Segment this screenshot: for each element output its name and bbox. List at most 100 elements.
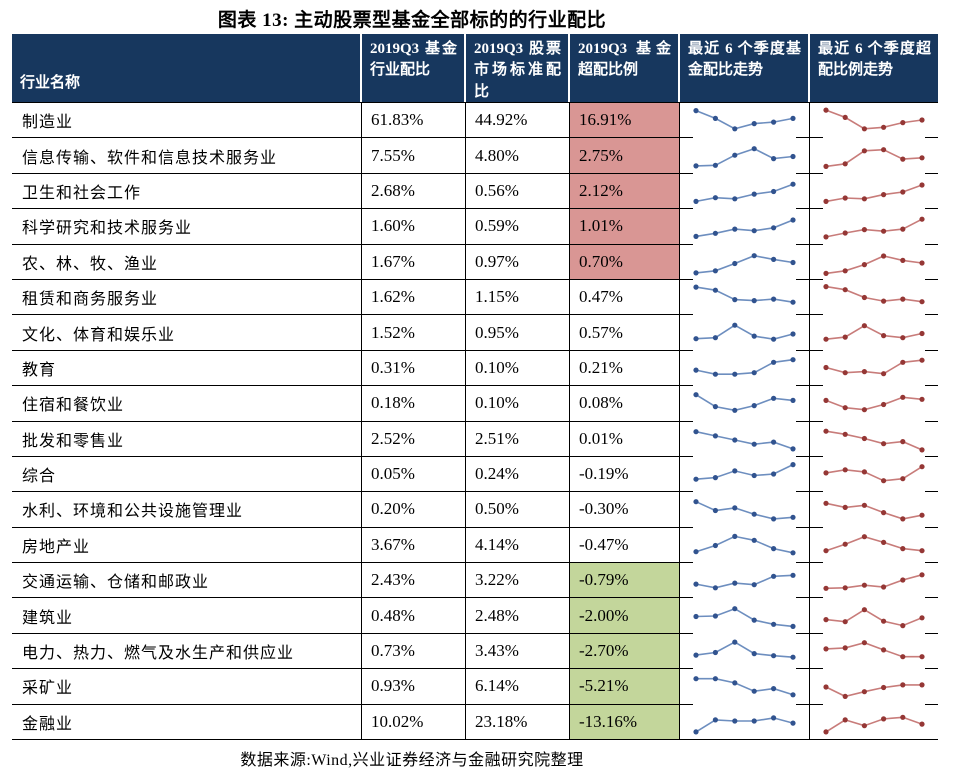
- overweight-ratio-cell: -0.30%: [570, 492, 680, 528]
- market-ratio-cell: 23.18%: [466, 704, 570, 741]
- fund-trend-sparkline: [680, 492, 810, 528]
- table-row: 批发和零售业 2.52% 2.51% 0.01%: [12, 421, 938, 457]
- table-row: 电力、热力、燃气及水生产和供应业 0.73% 3.43% -2.70%: [12, 633, 938, 670]
- fund-ratio-cell: 1.62%: [362, 279, 466, 316]
- overweight-ratio-cell: 0.70%: [570, 244, 680, 280]
- overweight-ratio-cell: -0.19%: [570, 456, 680, 493]
- overweight-trend-sparkline: [810, 563, 938, 599]
- market-ratio-cell: 0.56%: [466, 173, 570, 210]
- table-row: 文化、体育和娱乐业 1.52% 0.95% 0.57%: [12, 315, 938, 351]
- industry-name-cell: 文化、体育和娱乐业: [12, 315, 362, 351]
- fund-trend-sparkline: [680, 669, 810, 705]
- table-row: 信息传输、软件和信息技术服务业 7.55% 4.80% 2.75%: [12, 138, 938, 174]
- overweight-trend-sparkline: [810, 103, 938, 139]
- overweight-ratio-cell: -13.16%: [570, 704, 680, 741]
- market-ratio-cell: 3.43%: [466, 633, 570, 670]
- overweight-trend-sparkline: [810, 705, 938, 741]
- fund-trend-sparkline: [680, 421, 810, 457]
- column-header: 行业名称: [12, 34, 362, 102]
- fund-trend-sparkline: [680, 563, 810, 599]
- fund-trend-sparkline: [680, 527, 810, 564]
- fund-ratio-cell: 2.68%: [362, 173, 466, 210]
- fund-trend-sparkline: [680, 209, 810, 245]
- overweight-trend-sparkline: [810, 528, 938, 564]
- fund-ratio-cell: 1.52%: [362, 315, 466, 351]
- overweight-trend-sparkline: [810, 386, 938, 422]
- industry-name-cell: 交通运输、仓储和邮政业: [12, 563, 362, 599]
- industry-name-cell: 租赁和商务服务业: [12, 279, 362, 316]
- fund-ratio-cell: 0.93%: [362, 669, 466, 705]
- table-row: 科学研究和技术服务业 1.60% 0.59% 1.01%: [12, 209, 938, 245]
- market-ratio-cell: 44.92%: [466, 103, 570, 139]
- table-row: 交通运输、仓储和邮政业 2.43% 3.22% -0.79%: [12, 563, 938, 599]
- fund-trend-sparkline: [680, 279, 810, 316]
- fund-trend-sparkline: [680, 315, 810, 351]
- market-ratio-cell: 4.14%: [466, 527, 570, 564]
- column-header-label: 行业名称: [20, 74, 81, 91]
- overweight-ratio-cell: -2.70%: [570, 633, 680, 670]
- column-header-label: 2019Q3 基金超配比例: [578, 41, 671, 79]
- overweight-ratio-cell: 0.01%: [570, 421, 680, 457]
- fund-ratio-cell: 10.02%: [362, 704, 466, 741]
- fund-ratio-cell: 0.73%: [362, 633, 466, 670]
- market-ratio-cell: 2.51%: [466, 421, 570, 457]
- overweight-ratio-cell: 2.75%: [570, 138, 680, 174]
- industry-name-cell: 房地产业: [12, 527, 362, 564]
- industry-name-cell: 电力、热力、燃气及水生产和供应业: [12, 633, 362, 670]
- table-row: 制造业 61.83% 44.92% 16.91%: [12, 103, 938, 139]
- fund-ratio-cell: 3.67%: [362, 527, 466, 564]
- table: 行业名称 2019Q3 基金行业配比 2019Q3 股票市场标准配比 2019Q3 基…: [12, 34, 938, 741]
- column-header: 最近 6 个季度基金配比走势: [680, 34, 810, 102]
- industry-name-cell: 农、林、牧、渔业: [12, 244, 362, 280]
- overweight-ratio-cell: -2.00%: [570, 598, 680, 634]
- fund-trend-sparkline: [680, 386, 810, 422]
- market-ratio-cell: 1.15%: [466, 279, 570, 316]
- table-row: 农、林、牧、渔业 1.67% 0.97% 0.70%: [12, 244, 938, 280]
- fund-ratio-cell: 2.43%: [362, 563, 466, 599]
- industry-name-cell: 综合: [12, 456, 362, 493]
- fund-trend-sparkline: [680, 704, 810, 741]
- table-row: 租赁和商务服务业 1.62% 1.15% 0.47%: [12, 279, 938, 316]
- fund-ratio-cell: 0.18%: [362, 386, 466, 422]
- column-header-label: 最近 6 个季度超配比例走势: [818, 41, 931, 79]
- fund-ratio-cell: 0.20%: [362, 492, 466, 528]
- fund-ratio-cell: 61.83%: [362, 103, 466, 139]
- fund-trend-sparkline: [680, 598, 810, 634]
- table-row: 金融业 10.02% 23.18% -13.16%: [12, 704, 938, 741]
- fund-ratio-cell: 1.60%: [362, 209, 466, 245]
- fund-trend-sparkline: [680, 633, 810, 670]
- overweight-ratio-cell: 2.12%: [570, 173, 680, 210]
- fund-ratio-cell: 1.67%: [362, 244, 466, 280]
- fund-ratio-cell: 2.52%: [362, 421, 466, 457]
- industry-name-cell: 卫生和社会工作: [12, 173, 362, 210]
- overweight-trend-sparkline: [810, 669, 938, 705]
- table-row: 建筑业 0.48% 2.48% -2.00%: [12, 598, 938, 634]
- industry-name-cell: 建筑业: [12, 598, 362, 634]
- overweight-trend-sparkline: [810, 315, 938, 351]
- table-header-row: 行业名称 2019Q3 基金行业配比 2019Q3 股票市场标准配比 2019Q3 基…: [12, 34, 938, 103]
- overweight-ratio-cell: 16.91%: [570, 103, 680, 139]
- overweight-trend-sparkline: [810, 598, 938, 634]
- market-ratio-cell: 0.95%: [466, 315, 570, 351]
- column-header-label: 2019Q3 基金行业配比: [370, 41, 457, 79]
- overweight-trend-sparkline: [810, 492, 938, 528]
- table-row: 水利、环境和公共设施管理业 0.20% 0.50% -0.30%: [12, 492, 938, 528]
- market-ratio-cell: 0.50%: [466, 492, 570, 528]
- column-header: 最近 6 个季度超配比例走势: [810, 34, 938, 102]
- industry-name-cell: 批发和零售业: [12, 421, 362, 457]
- market-ratio-cell: 0.59%: [466, 209, 570, 245]
- overweight-trend-sparkline: [810, 280, 938, 316]
- overweight-trend-sparkline: [810, 174, 938, 210]
- fund-trend-sparkline: [680, 350, 810, 387]
- fund-ratio-cell: 7.55%: [362, 138, 466, 174]
- fund-trend-sparkline: [680, 456, 810, 493]
- overweight-ratio-cell: 1.01%: [570, 209, 680, 245]
- industry-name-cell: 制造业: [12, 103, 362, 139]
- table-row: 卫生和社会工作 2.68% 0.56% 2.12%: [12, 173, 938, 210]
- industry-name-cell: 采矿业: [12, 669, 362, 705]
- table-row: 房地产业 3.67% 4.14% -0.47%: [12, 527, 938, 564]
- table-row: 住宿和餐饮业 0.18% 0.10% 0.08%: [12, 386, 938, 422]
- overweight-ratio-cell: -0.79%: [570, 563, 680, 599]
- overweight-trend-sparkline: [810, 422, 938, 457]
